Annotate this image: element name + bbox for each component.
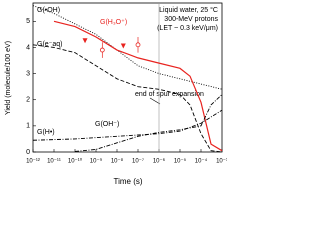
y-tick-label: 1 — [26, 123, 30, 130]
x-tick-label: 10⁻³ — [216, 159, 227, 165]
series-line — [74, 94, 223, 152]
x-tick-label: 10⁻⁵ — [174, 158, 187, 165]
data-point — [99, 47, 105, 53]
annotation: (LET ~ 0.3 keV/μm) — [157, 25, 218, 32]
y-tick-label: 4 — [26, 44, 30, 51]
series-label: G(•OH) — [37, 7, 60, 14]
y-tick-label: 0 — [26, 149, 30, 156]
annotation: end of spur expansion — [135, 91, 204, 98]
x-tick-label: 10⁻⁴ — [195, 158, 208, 165]
x-tick-label: 10⁻⁹ — [90, 158, 103, 165]
series-line — [32, 44, 223, 153]
annotation: 300-MeV protons — [164, 16, 218, 23]
series-label: G(H•) — [37, 129, 55, 136]
x-tick-label: 10⁻¹¹ — [47, 159, 61, 165]
arrow-marker — [82, 38, 88, 44]
data-point — [135, 42, 141, 48]
series-line — [53, 20, 223, 152]
plot-frame — [32, 2, 223, 153]
y-tick-label: 2 — [26, 97, 30, 104]
x-tick-label: 10⁻¹² — [26, 159, 40, 165]
page: Yield (molecule/100 eV) Time (s) Liquid … — [4, 2, 227, 187]
chart: Yield (molecule/100 eV) Time (s) Liquid … — [5, 2, 227, 186]
series-label: G(H₃O⁺) — [100, 19, 127, 26]
annotation-arrow — [149, 97, 161, 105]
arrow-marker — [120, 43, 126, 49]
y-tick-label: 3 — [26, 70, 30, 77]
annotation: Liquid water, 25 °C — [159, 6, 218, 14]
x-tick-label: 10⁻⁶ — [153, 158, 166, 165]
series-label: G(OH⁻) — [95, 121, 119, 128]
x-tick-label: 10⁻⁷ — [132, 158, 144, 165]
y-axis-label: Yield (molecule/100 eV) — [5, 41, 12, 115]
x-axis-label: Time (s) — [113, 177, 142, 186]
series-label: G(e⁻aq) — [37, 41, 62, 48]
y-tick-label: 5 — [26, 18, 30, 25]
x-tick-label: 10⁻¹⁰ — [68, 158, 83, 165]
x-tick-label: 10⁻⁸ — [111, 158, 124, 165]
